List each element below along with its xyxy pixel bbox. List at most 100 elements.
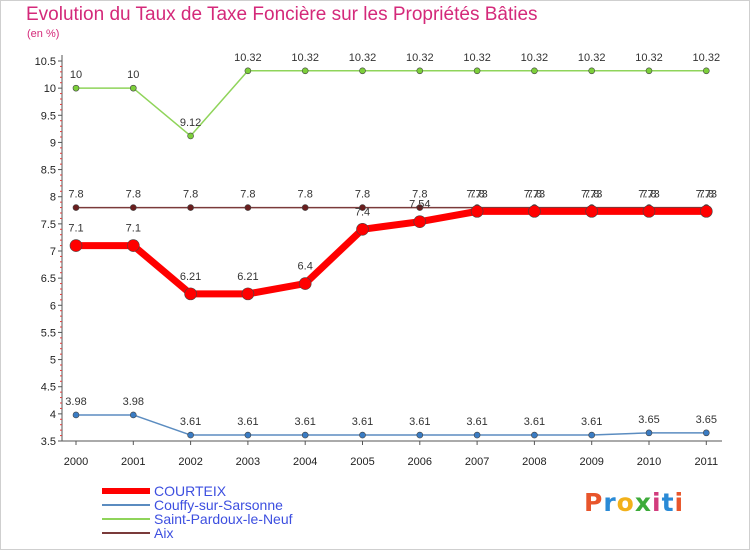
data-label-couffy-sur-sarsonne: 3.61	[294, 416, 315, 428]
y-tick-label: 7.5	[41, 219, 56, 231]
axes: 3.5 4 4.5 5 5.5 6 6.5 7 7.5 8 8.5 9 9.5 10 10.5 2000 200…	[35, 55, 722, 468]
data-point-saint-pardoux-le-neuf	[130, 84, 137, 92]
data-label-couffy-sur-sarsonne: 3.65	[696, 414, 717, 426]
data-label-aix: 7.8	[584, 189, 599, 201]
data-point-couffy-sur-sarsonne	[645, 429, 653, 437]
data-point-courteix	[69, 239, 83, 252]
data-label-saint-pardoux-le-neuf: 10.32	[693, 52, 721, 64]
data-point-courteix	[127, 239, 140, 252]
data-point-couffy-sur-sarsonne	[187, 431, 194, 439]
data-label-saint-pardoux-le-neuf: 10.32	[291, 52, 319, 64]
data-label-saint-pardoux-le-neuf: 10.32	[578, 52, 606, 64]
y-tick-label: 7	[50, 246, 56, 258]
data-label-courteix: 7.1	[126, 223, 141, 235]
y-tick-label: 5.5	[41, 327, 56, 339]
data-label-aix: 7.8	[298, 189, 313, 201]
data-point-couffy-sur-sarsonne	[702, 429, 710, 437]
x-tick-label: 2011	[694, 456, 718, 468]
data-point-courteix	[241, 287, 255, 301]
data-label-courteix: 7.73	[524, 188, 545, 200]
x-tick-label: 2001	[121, 456, 145, 468]
data-label-couffy-sur-sarsonne: 3.61	[409, 416, 430, 428]
data-point-couffy-sur-sarsonne	[473, 431, 481, 439]
y-tick-label: 9	[50, 137, 56, 149]
data-label-courteix: 7.73	[466, 188, 487, 200]
y-tick-label: 5	[50, 355, 56, 367]
x-tick-label: 2006	[408, 456, 432, 468]
data-label-couffy-sur-sarsonne: 3.61	[237, 416, 258, 428]
series-line-courteix	[76, 207, 707, 298]
proxiti-logo: Proxiti	[584, 488, 684, 517]
y-tick-label: 6.5	[41, 273, 56, 285]
data-point-courteix	[585, 205, 599, 218]
data-label-courteix: 7.4	[355, 206, 370, 218]
data-point-courteix	[470, 205, 484, 218]
data-label-couffy-sur-sarsonne: 3.61	[581, 416, 602, 428]
data-point-aix	[301, 204, 309, 211]
data-point-couffy-sur-sarsonne	[359, 431, 366, 439]
logo-letter: o	[616, 488, 635, 517]
data-point-saint-pardoux-le-neuf	[72, 84, 80, 92]
chart-title: Evolution du Taux de Taxe Foncière sur l…	[26, 4, 538, 25]
data-point-aix	[416, 204, 424, 211]
data-label-couffy-sur-sarsonne: 3.98	[123, 396, 144, 408]
data-label-aix: 7.8	[412, 189, 427, 201]
data-point-aix	[72, 204, 80, 211]
data-label-aix: 7.8	[527, 189, 542, 201]
x-tick-label: 2010	[637, 456, 661, 468]
data-point-aix	[244, 204, 252, 211]
data-labels-layer: 7.8 7.8 7.8 7.8 7.8 7.8 7.8 7.8 7.8 7.8 7.8 7.8 10 10…	[65, 52, 720, 428]
x-tick-label: 2008	[522, 456, 546, 468]
data-label-saint-pardoux-le-neuf: 10.32	[521, 52, 549, 64]
data-label-saint-pardoux-le-neuf: 9.12	[180, 117, 201, 129]
data-label-aix: 7.8	[183, 189, 198, 201]
logo-letter: r	[603, 488, 617, 517]
data-point-couffy-sur-sarsonne	[130, 411, 137, 419]
data-point-courteix	[356, 222, 369, 236]
y-tick-label: 4	[50, 409, 56, 421]
data-label-couffy-sur-sarsonne: 3.61	[524, 416, 545, 428]
data-label-couffy-sur-sarsonne: 3.61	[352, 416, 373, 428]
y-unit-label: (en %)	[27, 28, 60, 40]
data-label-couffy-sur-sarsonne: 3.61	[180, 416, 201, 428]
data-label-aix: 7.8	[699, 189, 714, 201]
data-label-saint-pardoux-le-neuf: 10.32	[635, 52, 663, 64]
x-tick-label: 2007	[465, 456, 489, 468]
data-point-courteix	[184, 287, 197, 301]
series-line-saint-pardoux-le-neuf	[76, 70, 707, 137]
data-point-courteix	[413, 215, 427, 228]
legend-swatch-couffy	[102, 504, 150, 506]
legend-label-courteix: COURTEIX	[154, 483, 227, 499]
y-tick-label: 8	[50, 192, 56, 204]
data-point-courteix	[528, 205, 541, 218]
data-label-courteix: 6.21	[180, 271, 201, 283]
data-point-couffy-sur-sarsonne	[301, 431, 309, 439]
series-layer	[69, 67, 713, 439]
data-label-aix: 7.8	[126, 189, 141, 201]
x-tick-label: 2005	[350, 456, 374, 468]
data-label-saint-pardoux-le-neuf: 10.32	[463, 52, 491, 64]
data-label-aix: 7.8	[641, 189, 656, 201]
data-point-saint-pardoux-le-neuf	[244, 67, 252, 75]
data-label-courteix: 7.73	[638, 188, 659, 200]
legend-swatch-aix	[102, 532, 150, 534]
data-label-courteix: 7.54	[409, 199, 430, 211]
data-label-courteix: 6.4	[298, 261, 313, 273]
logo-letter: t	[661, 488, 675, 517]
data-label-aix: 7.8	[68, 189, 83, 201]
data-point-saint-pardoux-le-neuf	[359, 67, 366, 75]
y-tick-label: 9.5	[41, 110, 56, 122]
x-tick-label: 2002	[178, 456, 202, 468]
data-point-aix	[187, 204, 194, 211]
data-point-saint-pardoux-le-neuf	[702, 67, 710, 75]
data-point-courteix	[298, 277, 312, 290]
y-tick-label: 8.5	[41, 165, 56, 177]
legend-label-aix: Aix	[154, 525, 174, 541]
x-tick-label: 2009	[579, 456, 603, 468]
logo-letter: P	[584, 488, 604, 517]
data-point-aix	[359, 204, 366, 211]
data-label-saint-pardoux-le-neuf: 10	[70, 69, 82, 81]
data-label-aix: 7.8	[355, 189, 370, 201]
x-tick-label: 2003	[236, 456, 260, 468]
